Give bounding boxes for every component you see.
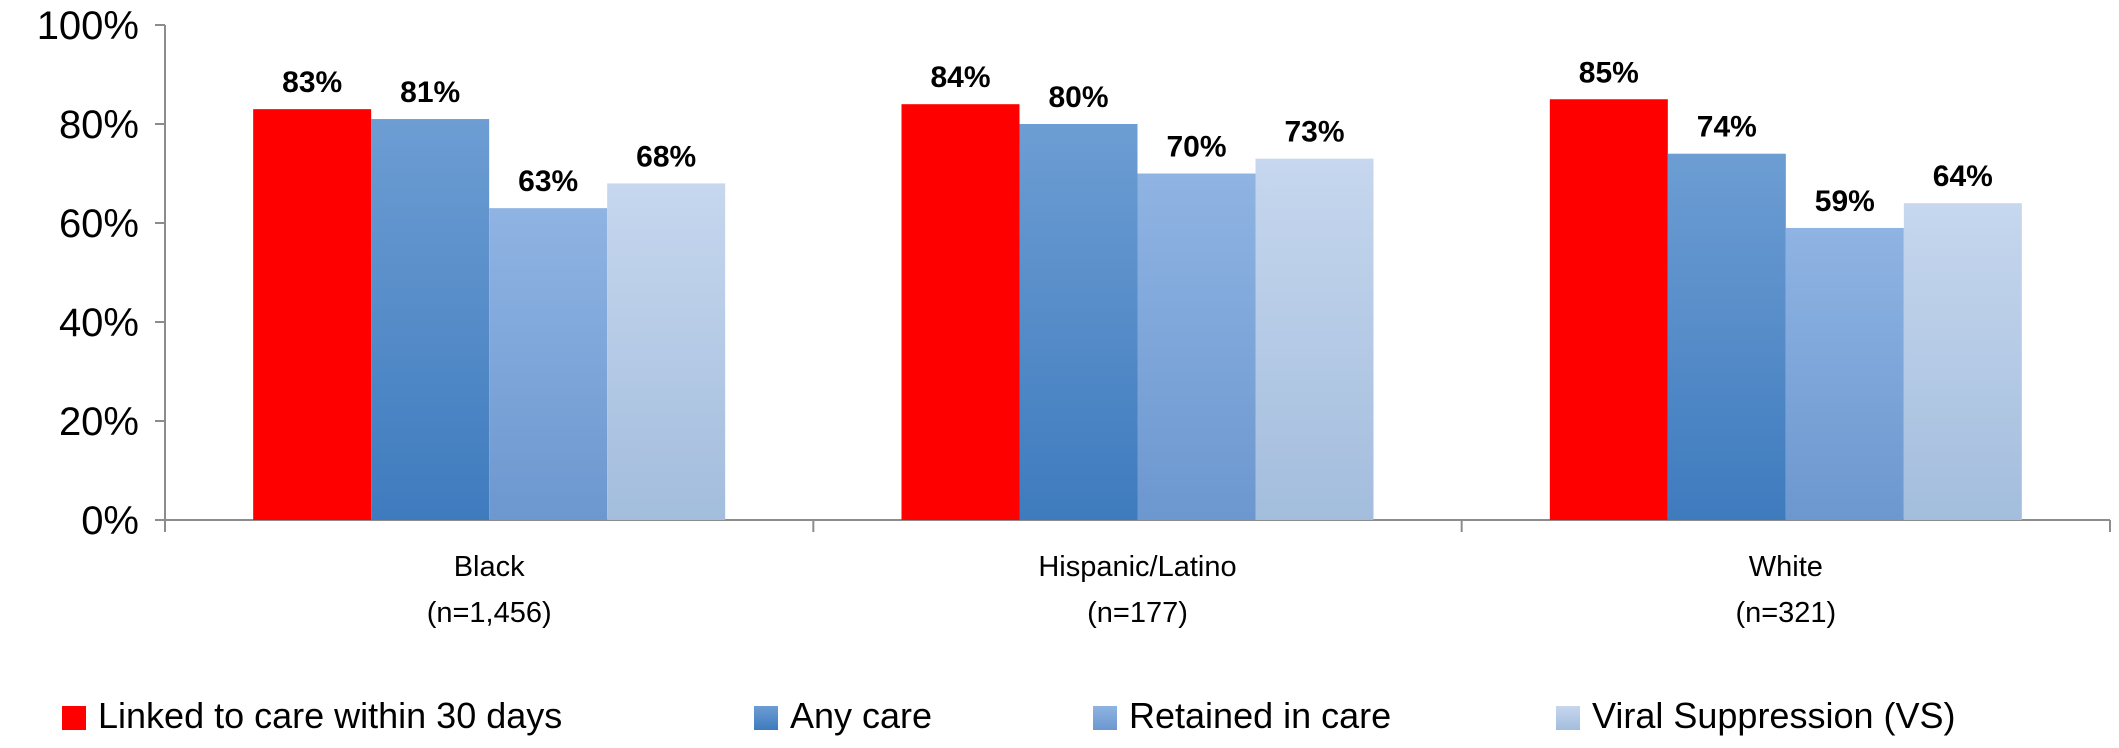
data-label: 80% [1048,81,1108,114]
legend-label: Linked to care within 30 days [98,695,562,736]
bar [1903,203,2022,520]
data-label: 81% [400,76,460,109]
bar [1549,99,1668,520]
legend-label: Any care [790,695,932,736]
y-axis: 0% 20% 40% 60% 80% 100% [37,4,166,543]
y-tick-label: 100% [37,4,139,48]
data-label: 83% [282,66,342,99]
data-label: 70% [1166,131,1226,164]
bar [1137,173,1256,520]
data-label: 84% [930,61,990,94]
bars [253,99,2022,521]
y-tick-label: 0% [81,499,139,543]
legend: Linked to care within 30 days Any care Ret… [62,695,1956,736]
legend-label: Retained in care [1129,695,1391,736]
y-tick-label: 20% [59,400,139,444]
data-label: 85% [1579,56,1639,89]
legend-swatch [1556,706,1580,730]
bar [371,119,490,521]
y-tick-label: 40% [59,301,139,345]
bar [1255,158,1374,520]
x-axis: Black (n=1,456) Hispanic/Latino (n=177) Whit… [164,519,2111,629]
data-label: 74% [1697,111,1757,144]
legend-swatch [754,706,778,730]
category-sublabel: (n=1,456) [427,597,552,629]
category-sublabel: (n=177) [1087,597,1188,629]
category-sublabel: (n=321) [1735,597,1836,629]
y-tick-label: 80% [59,103,139,147]
legend-swatch [1093,706,1117,730]
bar [1019,124,1138,520]
category-label: White [1749,551,1823,583]
legend-swatch [62,706,86,730]
data-label: 63% [518,165,578,198]
category-label: Hispanic/Latino [1038,551,1236,583]
category-label: Black [454,551,525,583]
bar [1667,153,1786,520]
data-labels: 83% 81% 63% 68% 84% 80% 70% 73% 85% 74% 59% 64% [282,56,1993,218]
bar [607,183,726,520]
data-label: 68% [636,140,696,173]
bar [1785,227,1904,520]
y-tick-label: 60% [59,202,139,246]
data-label: 59% [1815,185,1875,218]
data-label: 64% [1933,160,1993,193]
bar [901,104,1020,520]
data-label: 73% [1284,116,1344,149]
legend-label: Viral Suppression (VS) [1592,695,1956,736]
bar [489,208,608,520]
bar [253,109,372,521]
